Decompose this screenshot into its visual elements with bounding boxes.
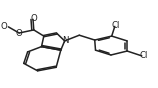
Text: O: O xyxy=(16,29,22,38)
Text: Cl: Cl xyxy=(140,51,148,60)
Text: N: N xyxy=(62,36,69,45)
Text: Cl: Cl xyxy=(111,21,120,30)
Text: O: O xyxy=(1,22,8,31)
Text: O: O xyxy=(31,14,38,23)
